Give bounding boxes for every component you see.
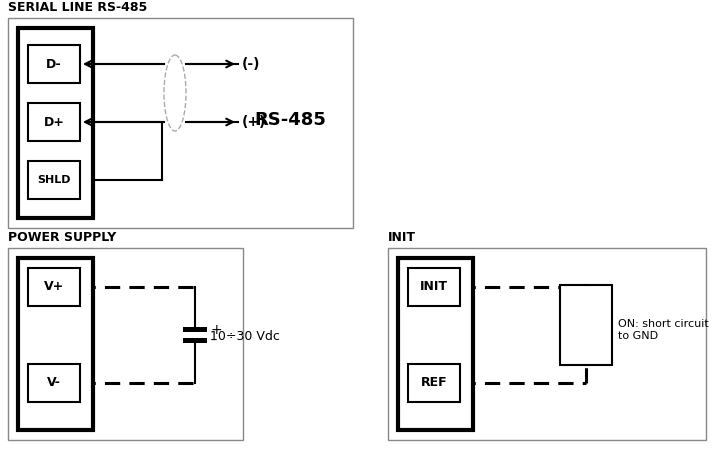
Bar [388,248,706,440]
Text: REF: REF [421,377,447,390]
Text: (+): (+) [242,115,266,129]
Bar [398,258,473,430]
Bar [28,103,80,141]
Text: D-: D- [46,58,62,71]
Text: V-: V- [47,377,61,390]
Text: 10÷30 Vdc: 10÷30 Vdc [210,330,280,343]
Text: RS-485: RS-485 [254,111,326,129]
Text: SERIAL LINE RS-485: SERIAL LINE RS-485 [8,1,147,14]
Text: -: - [210,333,215,347]
Bar [408,268,460,306]
Bar [8,248,243,440]
Text: POWER SUPPLY: POWER SUPPLY [8,231,116,244]
Bar [8,18,353,228]
Bar [183,338,207,343]
Bar [28,268,80,306]
Bar [408,364,460,402]
Bar [28,45,80,83]
Text: ON: short circuit
to GND: ON: short circuit to GND [618,319,709,341]
Text: INIT: INIT [420,280,448,293]
Bar [28,161,80,199]
Bar [560,285,612,365]
Text: INIT: INIT [388,231,416,244]
Bar [18,258,93,430]
Text: V+: V+ [44,280,64,293]
Bar [18,28,93,218]
Bar [28,364,80,402]
Text: SHLD: SHLD [37,175,71,185]
Text: +: + [210,323,221,337]
Text: (-): (-) [242,57,261,71]
Text: D+: D+ [44,116,64,129]
Bar [183,327,207,332]
